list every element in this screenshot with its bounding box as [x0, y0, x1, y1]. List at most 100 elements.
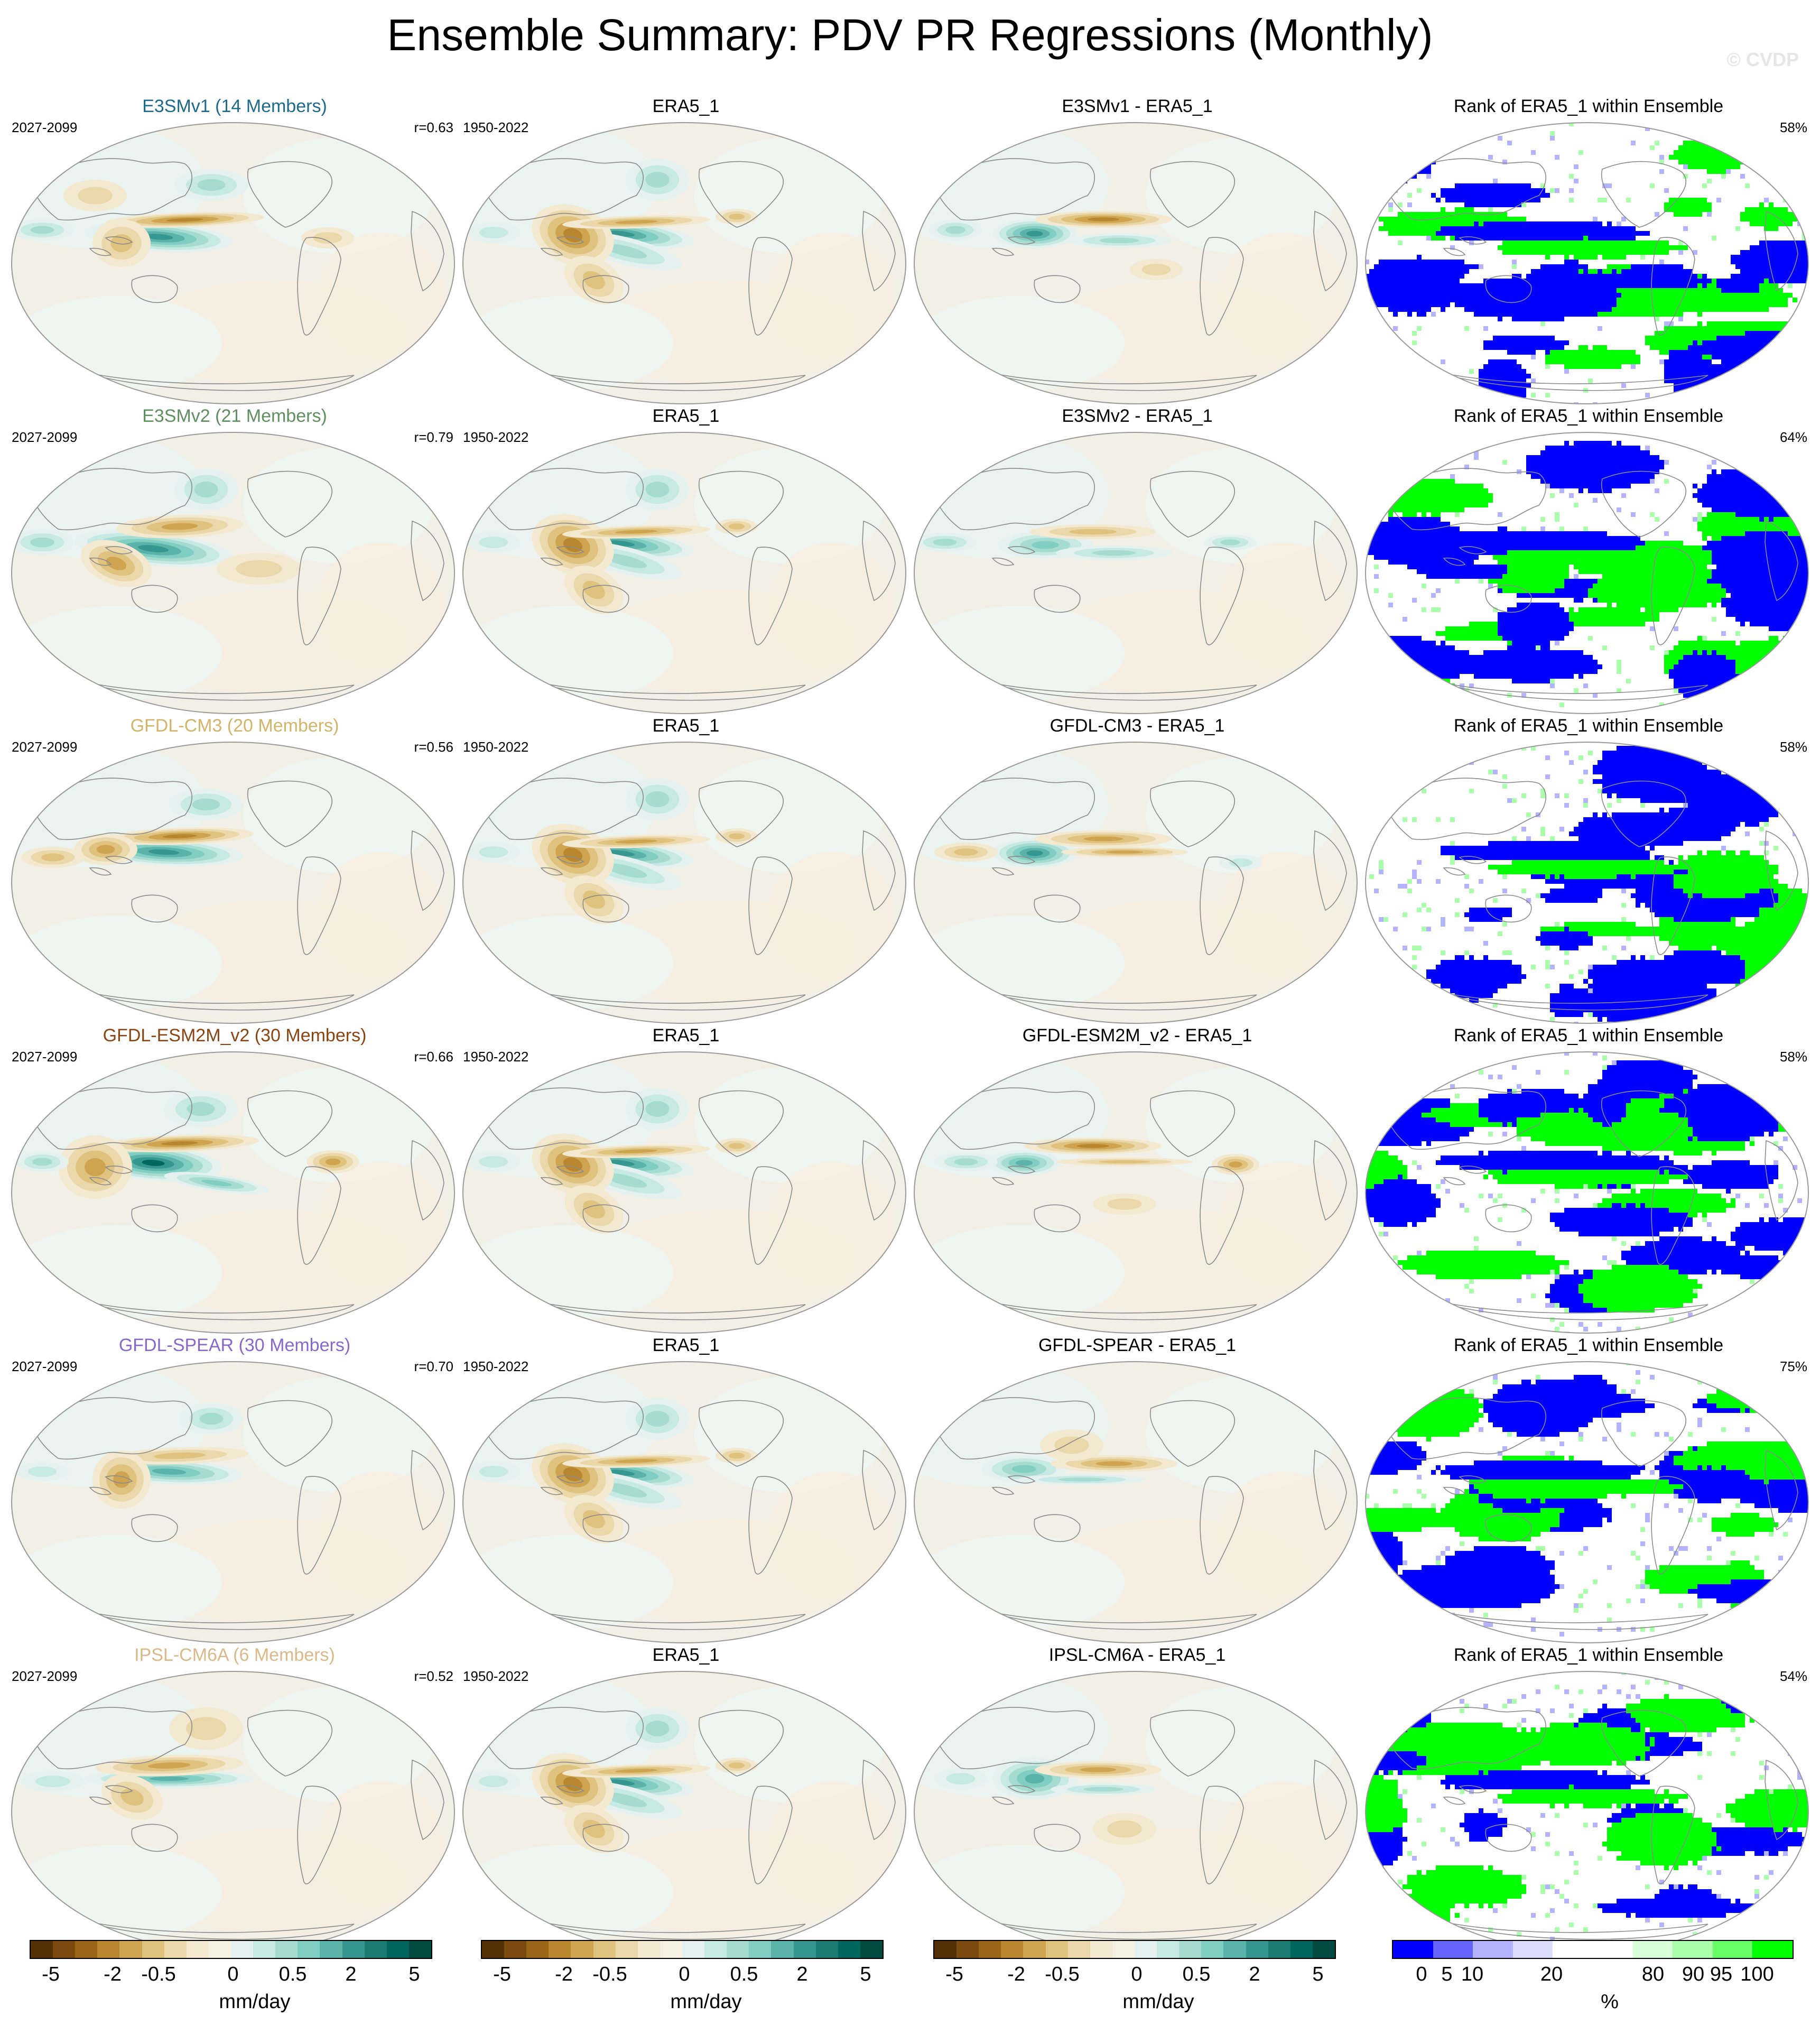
rank-map: [1364, 1670, 1809, 1954]
regression-map: [913, 1051, 1358, 1334]
colorbar-swatch: [1313, 1941, 1335, 1958]
diff-panel-title: E3SMv1 - ERA5_1: [912, 96, 1362, 117]
colorbar-swatch: [1201, 1941, 1223, 1958]
rank-map: [1364, 741, 1809, 1024]
diff-panel-title: GFDL-CM3 - ERA5_1: [912, 716, 1362, 736]
diff-panel: E3SMv1 - ERA5_1: [912, 96, 1362, 407]
model-panel: E3SMv2 (21 Members)2027-2099r=0.79: [10, 406, 460, 717]
colorbar-swatch: [727, 1941, 749, 1958]
regression-map: [913, 1361, 1358, 1644]
colorbar-unit-label: %: [1385, 1991, 1820, 2013]
obs-panel: ERA5_11950-2022: [461, 1645, 911, 1956]
colorbar-swatch: [482, 1941, 504, 1958]
regression-map: [913, 741, 1358, 1024]
colorbar-swatch: [53, 1941, 75, 1958]
regression-map: [913, 1670, 1358, 1954]
colorbar-tick-label: 2: [796, 1963, 807, 1986]
obs-panel-title: ERA5_1: [461, 716, 911, 736]
colorbar-tick-label: 0.5: [1183, 1963, 1211, 1986]
colorbar-tick-label: 80: [1642, 1963, 1664, 1986]
colorbar-tick-label: -2: [1007, 1963, 1025, 1986]
obs-panel: ERA5_11950-2022: [461, 1335, 911, 1646]
model-panel: GFDL-CM3 (20 Members)2027-2099r=0.56: [10, 716, 460, 1027]
colorbar-swatches: [933, 1940, 1336, 1959]
obs-panel-title: ERA5_1: [461, 1025, 911, 1046]
colorbar-swatch: [504, 1941, 526, 1958]
colorbar-swatch: [1393, 1941, 1433, 1958]
colorbar-swatch: [1246, 1941, 1268, 1958]
regression-map: [462, 741, 907, 1024]
colorbar-swatch: [1713, 1941, 1753, 1958]
model-panel-title: GFDL-ESM2M_v2 (30 Members): [10, 1025, 460, 1046]
colorbar-tick-label: 90: [1682, 1963, 1704, 1986]
colorbar-swatch: [1633, 1941, 1673, 1958]
colorbar-unit-label: mm/day: [933, 1991, 1383, 2013]
colorbar-swatch: [75, 1941, 97, 1958]
colorbar-swatches: [481, 1940, 884, 1959]
colorbar-swatch: [1673, 1941, 1713, 1958]
model-panel: GFDL-ESM2M_v2 (30 Members)2027-2099r=0.6…: [10, 1025, 460, 1336]
colorbar-swatch: [860, 1941, 883, 1958]
colorbar-swatch: [187, 1941, 209, 1958]
rank-panel: Rank of ERA5_1 within Ensemble58%: [1363, 716, 1814, 1027]
regression-map: [462, 1670, 907, 1954]
rank-panel: Rank of ERA5_1 within Ensemble58%: [1363, 1025, 1814, 1336]
diff-panel: GFDL-SPEAR - ERA5_1: [912, 1335, 1362, 1646]
colorbar-tick-label: 0: [679, 1963, 690, 1986]
colorbar-swatch: [209, 1941, 231, 1958]
obs-panel-title: ERA5_1: [461, 406, 911, 427]
colorbar-tick-label: 5: [1441, 1963, 1452, 1986]
colorbar-swatch: [365, 1941, 387, 1958]
colorbar-unit-label: mm/day: [481, 1991, 931, 2013]
colorbar-swatch: [1112, 1941, 1135, 1958]
regression-map: [11, 1361, 456, 1644]
colorbar-swatch: [119, 1941, 142, 1958]
colorbar-tick-label: -5: [945, 1963, 963, 1986]
obs-panel: ERA5_11950-2022: [461, 406, 911, 717]
regression-map: [462, 1051, 907, 1334]
model-panel: GFDL-SPEAR (30 Members)2027-2099r=0.70: [10, 1335, 460, 1646]
colorbar-swatch: [616, 1941, 638, 1958]
colorbar-tick-label: -2: [104, 1963, 122, 1986]
colorbar-swatch: [593, 1941, 616, 1958]
rank-panel-title: Rank of ERA5_1 within Ensemble: [1363, 1025, 1814, 1046]
colorbar-tick-label: 2: [345, 1963, 356, 1986]
regression-map: [11, 1051, 456, 1334]
colorbar-tick-label: -0.5: [592, 1963, 627, 1986]
watermark: © CVDP: [1726, 49, 1799, 71]
rank-panel-title: Rank of ERA5_1 within Ensemble: [1363, 96, 1814, 117]
diff-panel: GFDL-CM3 - ERA5_1: [912, 716, 1362, 1027]
rank-panel: Rank of ERA5_1 within Ensemble75%: [1363, 1335, 1814, 1646]
colorbar-unit-label: mm/day: [30, 1991, 480, 2013]
diff-panel-title: GFDL-ESM2M_v2 - ERA5_1: [912, 1025, 1362, 1046]
colorbar-swatch: [1157, 1941, 1179, 1958]
obs-panel-title: ERA5_1: [461, 1645, 911, 1666]
diff-panel-title: GFDL-SPEAR - ERA5_1: [912, 1335, 1362, 1356]
rank-colorbar: 051020809095100%: [1385, 1940, 1820, 2040]
colorbar-swatch: [771, 1941, 793, 1958]
colorbar-tick-label: 2: [1249, 1963, 1260, 1986]
regression-map: [11, 122, 456, 405]
colorbar-swatch: [298, 1941, 320, 1958]
regression-map: [11, 741, 456, 1024]
rank-panel: Rank of ERA5_1 within Ensemble54%: [1363, 1645, 1814, 1956]
colorbar-tick-label: 0: [227, 1963, 238, 1986]
colorbar-swatch: [387, 1941, 409, 1958]
model-panel-title: IPSL-CM6A (6 Members): [10, 1645, 460, 1666]
colorbar-swatch: [660, 1941, 682, 1958]
rank-panel: Rank of ERA5_1 within Ensemble64%: [1363, 406, 1814, 717]
rank-panel-title: Rank of ERA5_1 within Ensemble: [1363, 1335, 1814, 1356]
colorbar-swatch: [1752, 1941, 1793, 1958]
rank-panel: Rank of ERA5_1 within Ensemble58%: [1363, 96, 1814, 407]
colorbar-swatch: [638, 1941, 660, 1958]
model-panel-title: GFDL-CM3 (20 Members): [10, 716, 460, 736]
colorbar-swatch: [1593, 1941, 1633, 1958]
colorbar-swatch: [231, 1941, 253, 1958]
colorbar-tick-label: -0.5: [1045, 1963, 1079, 1986]
colorbar-swatch: [838, 1941, 860, 1958]
colorbar-swatch: [682, 1941, 704, 1958]
diff-panel-title: E3SMv2 - ERA5_1: [912, 406, 1362, 427]
regression-colorbar-model: -5-2-0.500.525mm/day: [30, 1940, 480, 2040]
rank-map: [1364, 122, 1809, 405]
diff-panel: E3SMv2 - ERA5_1: [912, 406, 1362, 717]
